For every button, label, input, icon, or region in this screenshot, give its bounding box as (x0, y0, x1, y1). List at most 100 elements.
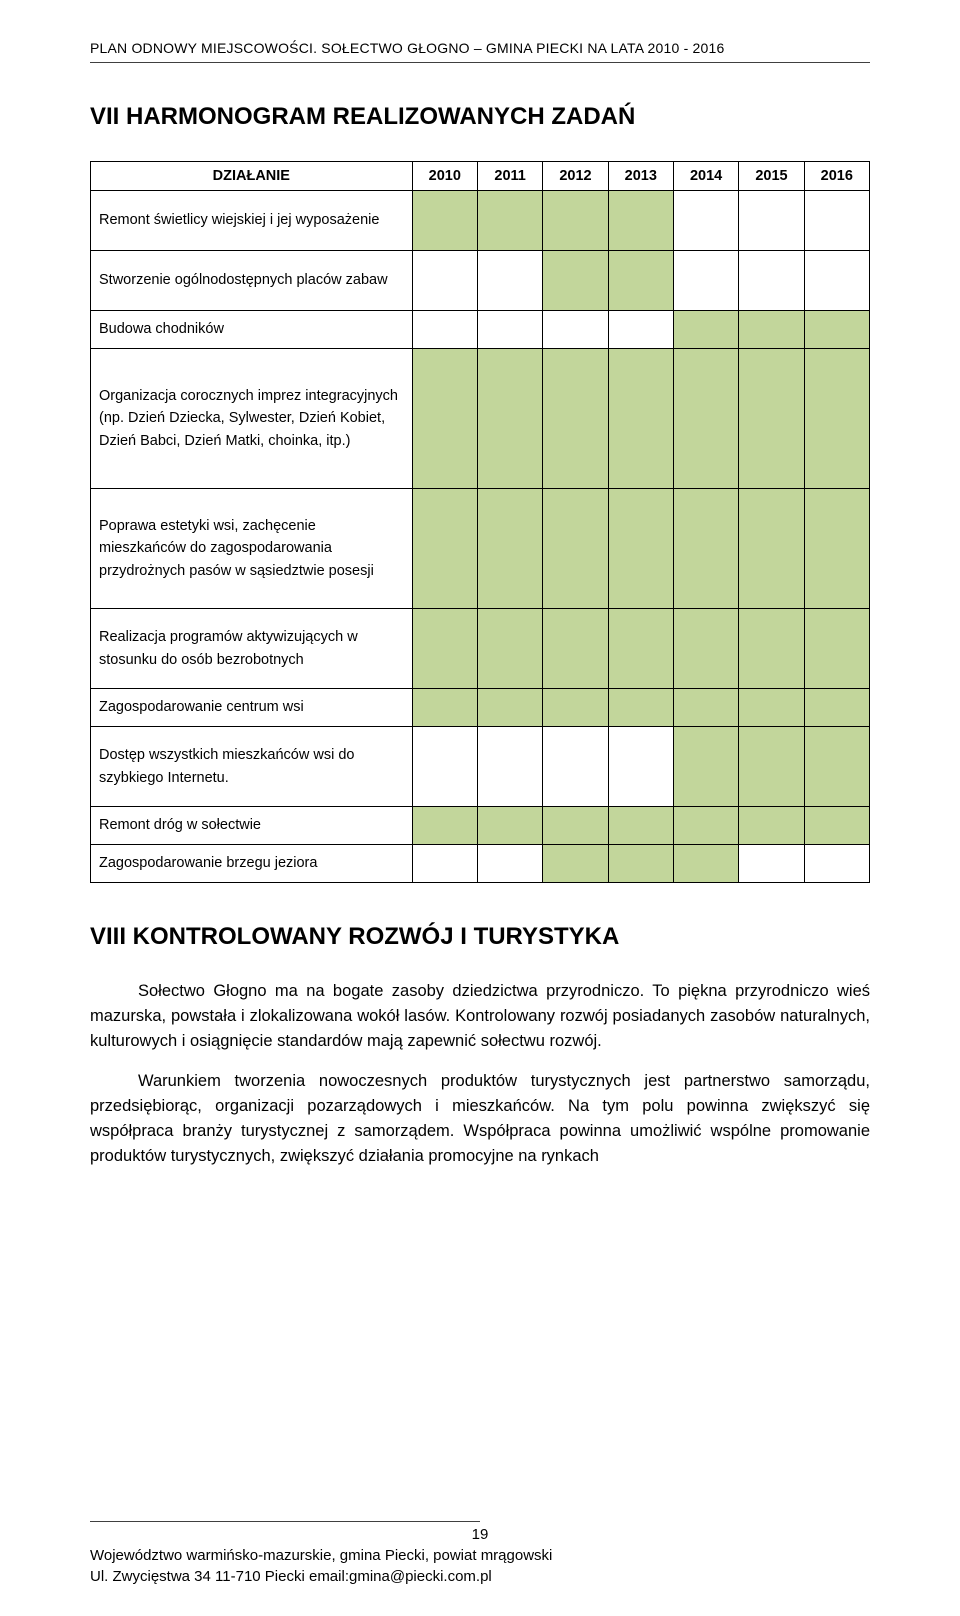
year-cell (673, 251, 738, 311)
page-header: PLAN ODNOWY MIEJSCOWOŚCI. SOŁECTWO GŁOGN… (90, 40, 870, 56)
year-cell (739, 807, 804, 845)
col-header-year: 2010 (412, 162, 477, 191)
row-label: Remont świetlicy wiejskiej i jej wyposaż… (91, 191, 413, 251)
table-row: Poprawa estetyki wsi, zachęcenie mieszka… (91, 489, 870, 609)
table-row: Remont świetlicy wiejskiej i jej wyposaż… (91, 191, 870, 251)
section-8-title: VIII KONTROLOWANY ROZWÓJ I TURYSTYKA (90, 923, 870, 951)
table-row: Zagospodarowanie centrum wsi (91, 689, 870, 727)
row-label: Stworzenie ogólnodostępnych placów zabaw (91, 251, 413, 311)
year-cell (804, 845, 869, 883)
year-cell (477, 689, 542, 727)
row-label: Poprawa estetyki wsi, zachęcenie mieszka… (91, 489, 413, 609)
year-cell (477, 311, 542, 349)
table-row: Budowa chodników (91, 311, 870, 349)
table-row: Organizacja corocznych imprez integracyj… (91, 349, 870, 489)
year-cell (608, 689, 673, 727)
year-cell (673, 807, 738, 845)
year-cell (543, 251, 608, 311)
year-cell (543, 609, 608, 689)
year-cell (608, 311, 673, 349)
year-cell (477, 191, 542, 251)
year-cell (739, 609, 804, 689)
year-cell (739, 689, 804, 727)
page-footer: 19 Województwo warmińsko-mazurskie, gmin… (90, 1521, 870, 1589)
page-number: 19 (90, 1526, 870, 1543)
year-cell (477, 845, 542, 883)
year-cell (673, 609, 738, 689)
year-cell (543, 807, 608, 845)
footer-line-1: Województwo warmińsko-mazurskie, gmina P… (90, 1545, 870, 1567)
year-cell (543, 191, 608, 251)
year-cell (804, 727, 869, 807)
year-cell (804, 609, 869, 689)
schedule-table: DZIAŁANIE 2010 2011 2012 2013 2014 2015 … (90, 161, 870, 883)
table-row: Realizacja programów aktywizujących w st… (91, 609, 870, 689)
year-cell (608, 807, 673, 845)
year-cell (739, 727, 804, 807)
year-cell (543, 689, 608, 727)
footer-divider (90, 1521, 480, 1522)
year-cell (477, 807, 542, 845)
col-header-year: 2014 (673, 162, 738, 191)
year-cell (412, 845, 477, 883)
year-cell (477, 727, 542, 807)
year-cell (412, 609, 477, 689)
year-cell (412, 191, 477, 251)
table-row: Dostęp wszystkich mieszkańców wsi do szy… (91, 727, 870, 807)
year-cell (804, 191, 869, 251)
year-cell (804, 251, 869, 311)
table-row: Remont dróg w sołectwie (91, 807, 870, 845)
year-cell (477, 251, 542, 311)
year-cell (739, 349, 804, 489)
year-cell (543, 349, 608, 489)
year-cell (673, 845, 738, 883)
paragraph-2: Warunkiem tworzenia nowoczesnych produkt… (90, 1069, 870, 1168)
year-cell (804, 489, 869, 609)
year-cell (804, 689, 869, 727)
year-cell (608, 191, 673, 251)
table-header-row: DZIAŁANIE 2010 2011 2012 2013 2014 2015 … (91, 162, 870, 191)
year-cell (673, 311, 738, 349)
year-cell (804, 349, 869, 489)
row-label: Dostęp wszystkich mieszkańców wsi do szy… (91, 727, 413, 807)
year-cell (608, 349, 673, 489)
year-cell (608, 845, 673, 883)
year-cell (673, 489, 738, 609)
year-cell (673, 349, 738, 489)
col-header-year: 2015 (739, 162, 804, 191)
year-cell (477, 489, 542, 609)
year-cell (804, 311, 869, 349)
year-cell (673, 191, 738, 251)
year-cell (412, 349, 477, 489)
year-cell (804, 807, 869, 845)
year-cell (608, 727, 673, 807)
row-label: Realizacja programów aktywizujących w st… (91, 609, 413, 689)
year-cell (673, 727, 738, 807)
year-cell (477, 609, 542, 689)
year-cell (412, 311, 477, 349)
row-label: Organizacja corocznych imprez integracyj… (91, 349, 413, 489)
col-header-year: 2013 (608, 162, 673, 191)
table-row: Zagospodarowanie brzegu jeziora (91, 845, 870, 883)
year-cell (739, 311, 804, 349)
col-header-year: 2016 (804, 162, 869, 191)
section-7-title: VII HARMONOGRAM REALIZOWANYCH ZADAŃ (90, 103, 870, 131)
year-cell (543, 311, 608, 349)
year-cell (412, 489, 477, 609)
year-cell (608, 609, 673, 689)
row-label: Zagospodarowanie brzegu jeziora (91, 845, 413, 883)
footer-line-2: Ul. Zwycięstwa 34 11-710 Piecki email:gm… (90, 1566, 870, 1588)
year-cell (543, 727, 608, 807)
year-cell (412, 251, 477, 311)
year-cell (412, 727, 477, 807)
paragraph-1: Sołectwo Głogno ma na bogate zasoby dzie… (90, 979, 870, 1053)
year-cell (673, 689, 738, 727)
col-header-year: 2012 (543, 162, 608, 191)
year-cell (739, 191, 804, 251)
year-cell (608, 489, 673, 609)
year-cell (412, 807, 477, 845)
row-label: Remont dróg w sołectwie (91, 807, 413, 845)
table-row: Stworzenie ogólnodostępnych placów zabaw (91, 251, 870, 311)
year-cell (739, 251, 804, 311)
row-label: Zagospodarowanie centrum wsi (91, 689, 413, 727)
